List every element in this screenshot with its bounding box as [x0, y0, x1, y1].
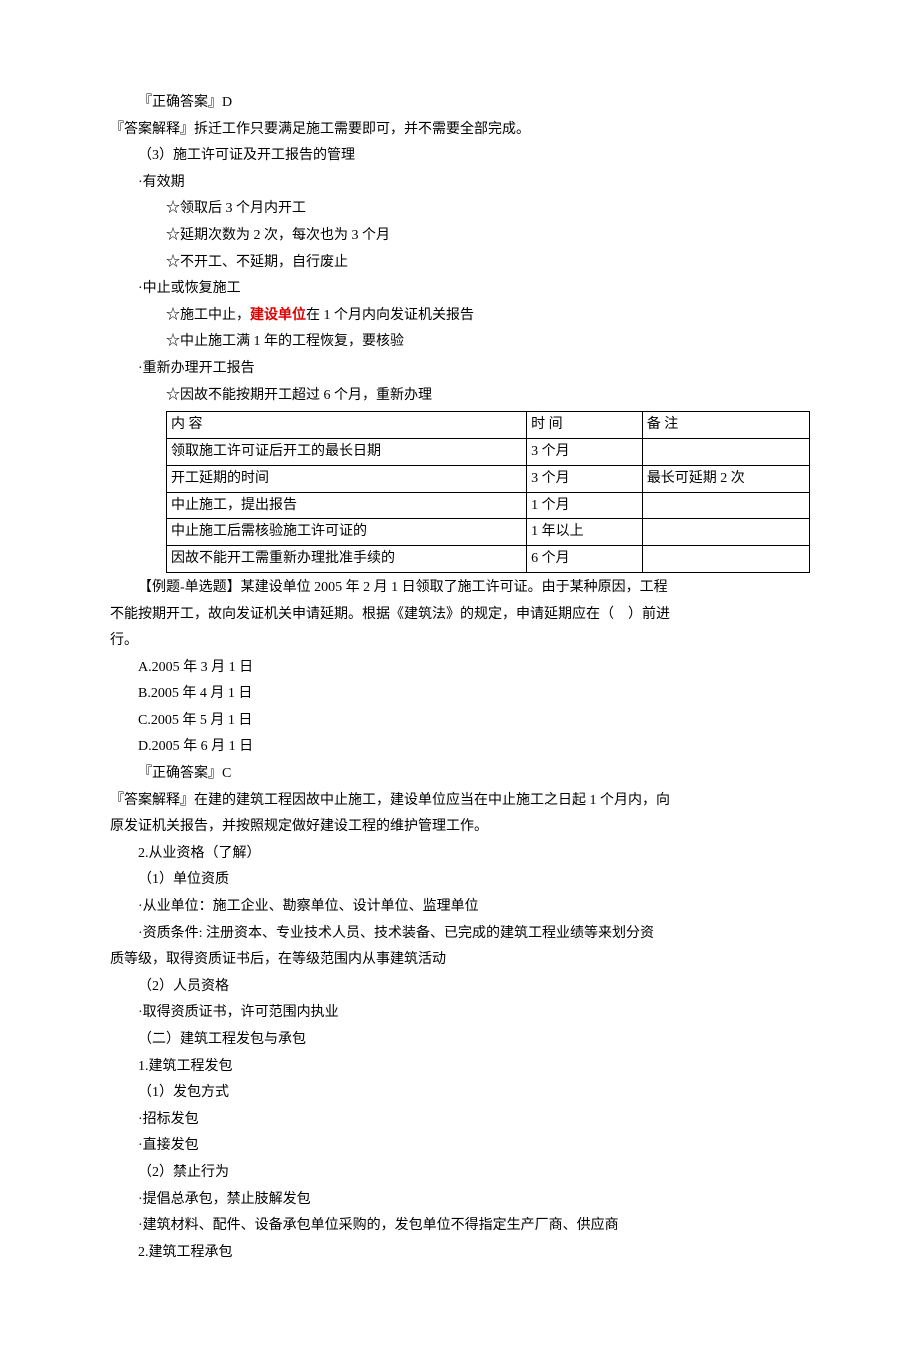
text-line: ☆施工中止，建设单位在 1 个月内向发证机关报告 [110, 303, 810, 330]
text-line: 『正确答案』D [110, 90, 810, 117]
text-line: ·直接发包 [110, 1133, 810, 1160]
table-cell: 中止施工后需核验施工许可证的 [167, 519, 527, 546]
text-line: （3）施工许可证及开工报告的管理 [110, 143, 810, 170]
text-line: 『答案解释』拆迁工作只要满足施工需要即可，并不需要全部完成。 [110, 117, 810, 144]
text-line: ·提倡总承包，禁止肢解发包 [110, 1187, 810, 1214]
text-line: ☆领取后 3 个月内开工 [110, 196, 810, 223]
table-cell: 最长可延期 2 次 [642, 465, 809, 492]
content-below-table: 【例题-单选题】某建设单位 2005 年 2 月 1 日领取了施工许可证。由于某… [110, 575, 810, 1266]
text-line: 质等级，取得资质证书后，在等级范围内从事建筑活动 [110, 947, 810, 974]
table-cell [642, 438, 809, 465]
text-line: 2.从业资格（了解） [110, 841, 810, 868]
permit-timeline-table: 内 容 时 间 备 注 领取施工许可证后开工的最长日期3 个月开工延期的时间3 … [166, 411, 810, 573]
table-row: 中止施工后需核验施工许可证的1 年以上 [167, 519, 810, 546]
text-line: C.2005 年 5 月 1 日 [110, 708, 810, 735]
table-cell [642, 492, 809, 519]
text-line: 行。 [110, 628, 810, 655]
text-line: ☆中止施工满 1 年的工程恢复，要核验 [110, 329, 810, 356]
col-header-note: 备 注 [642, 412, 809, 439]
text-line: ☆不开工、不延期，自行废止 [110, 250, 810, 277]
table-cell: 1 个月 [527, 492, 643, 519]
table-cell: 1 年以上 [527, 519, 643, 546]
col-header-content: 内 容 [167, 412, 527, 439]
text-line: 『正确答案』C [110, 761, 810, 788]
text-line: （2）人员资格 [110, 974, 810, 1001]
text-line: ·取得资质证书，许可范围内执业 [110, 1000, 810, 1027]
col-header-time: 时 间 [527, 412, 643, 439]
text-line: ·中止或恢复施工 [110, 276, 810, 303]
text-line: D.2005 年 6 月 1 日 [110, 734, 810, 761]
table-row: 因故不能开工需重新办理批准手续的6 个月 [167, 546, 810, 573]
text-line: 【例题-单选题】某建设单位 2005 年 2 月 1 日领取了施工许可证。由于某… [110, 575, 810, 602]
text-line: ☆延期次数为 2 次，每次也为 3 个月 [110, 223, 810, 250]
text-line: ·重新办理开工报告 [110, 356, 810, 383]
content-above-table: 『正确答案』D『答案解释』拆迁工作只要满足施工需要即可，并不需要全部完成。（3）… [110, 90, 810, 409]
table-cell [642, 519, 809, 546]
table-cell: 中止施工，提出报告 [167, 492, 527, 519]
table-cell: 因故不能开工需重新办理批准手续的 [167, 546, 527, 573]
table-body: 领取施工许可证后开工的最长日期3 个月开工延期的时间3 个月最长可延期 2 次中… [167, 438, 810, 572]
table-row: 中止施工，提出报告1 个月 [167, 492, 810, 519]
text-line: ·有效期 [110, 170, 810, 197]
text-line: （2）禁止行为 [110, 1160, 810, 1187]
text-line: 不能按期开工，故向发证机关申请延期。根据《建筑法》的规定，申请延期应在（ ）前进 [110, 602, 810, 629]
text-line: 1.建筑工程发包 [110, 1054, 810, 1081]
text-line: B.2005 年 4 月 1 日 [110, 681, 810, 708]
table-row: 领取施工许可证后开工的最长日期3 个月 [167, 438, 810, 465]
table-header-row: 内 容 时 间 备 注 [167, 412, 810, 439]
table-cell: 领取施工许可证后开工的最长日期 [167, 438, 527, 465]
table-cell: 3 个月 [527, 465, 643, 492]
table-cell: 3 个月 [527, 438, 643, 465]
text-line: （1）发包方式 [110, 1080, 810, 1107]
text-line: ·从业单位：施工企业、勘察单位、设计单位、监理单位 [110, 894, 810, 921]
text-line: A.2005 年 3 月 1 日 [110, 655, 810, 682]
table-row: 开工延期的时间3 个月最长可延期 2 次 [167, 465, 810, 492]
text-line: 2.建筑工程承包 [110, 1240, 810, 1267]
text-line: （1）单位资质 [110, 867, 810, 894]
text-line: ·招标发包 [110, 1107, 810, 1134]
table-cell: 开工延期的时间 [167, 465, 527, 492]
text-line: ·建筑材料、配件、设备承包单位采购的，发包单位不得指定生产厂商、供应商 [110, 1213, 810, 1240]
text-line: ☆因故不能按期开工超过 6 个月，重新办理 [110, 383, 810, 410]
table-cell [642, 546, 809, 573]
text-line: 原发证机关报告，并按照规定做好建设工程的维护管理工作。 [110, 814, 810, 841]
text-line: ·资质条件: 注册资本、专业技术人员、技术装备、已完成的建筑工程业绩等来划分资 [110, 921, 810, 948]
table-cell: 6 个月 [527, 546, 643, 573]
text-line: （二）建筑工程发包与承包 [110, 1027, 810, 1054]
text-line: 『答案解释』在建的建筑工程因故中止施工，建设单位应当在中止施工之日起 1 个月内… [110, 788, 810, 815]
